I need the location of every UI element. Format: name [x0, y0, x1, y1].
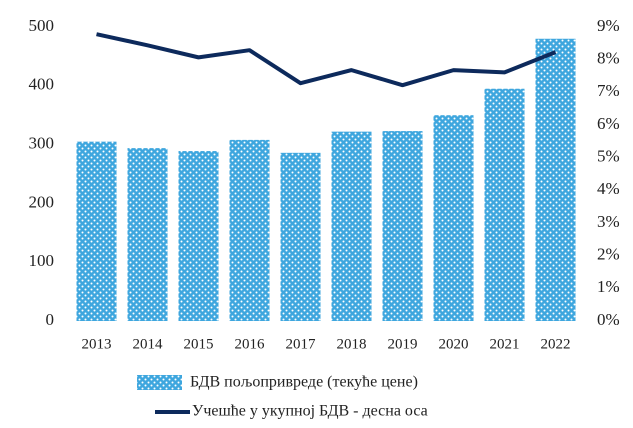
bar [433, 115, 474, 321]
x-tick-label: 2022 [541, 336, 571, 352]
y2-tick-label: 2% [597, 245, 620, 264]
x-tick-label: 2020 [439, 336, 469, 352]
y-tick-label: 400 [29, 75, 55, 94]
y2-tick-label: 8% [597, 49, 620, 68]
y-tick-label: 0 [46, 310, 55, 329]
bar [331, 131, 372, 321]
x-tick-label: 2017 [286, 336, 317, 352]
y2-tick-label: 7% [597, 81, 620, 100]
bar [484, 88, 525, 322]
y-tick-label: 300 [29, 134, 55, 153]
y-tick-label: 200 [29, 192, 55, 211]
y2-tick-label: 1% [597, 277, 620, 296]
bar [382, 131, 423, 321]
legend-swatch [137, 375, 182, 390]
legend-label: Учешће у укупној БДВ - десна оса [192, 403, 428, 420]
x-tick-label: 2019 [388, 336, 418, 352]
legend-label: БДВ пољопривреде (текуће цене) [190, 374, 418, 391]
x-tick-label: 2018 [337, 336, 367, 352]
x-tick-label: 2014 [133, 336, 164, 352]
y2-tick-label: 4% [597, 179, 620, 198]
y2-tick-label: 5% [597, 147, 620, 166]
bar [280, 152, 321, 321]
x-tick-label: 2013 [82, 336, 112, 352]
y2-tick-label: 9% [597, 16, 620, 35]
y2-tick-label: 3% [597, 212, 620, 231]
line [96, 32, 557, 88]
bar [127, 148, 168, 321]
x-tick-label: 2021 [490, 336, 520, 352]
y2-tick-label: 6% [597, 114, 620, 133]
y2-tick-label: 0% [597, 310, 620, 329]
x-tick-label: 2016 [235, 336, 266, 352]
x-tick-label: 2015 [184, 336, 214, 352]
bar [229, 139, 270, 321]
bar [76, 141, 117, 321]
bar [178, 151, 219, 321]
bar [535, 38, 576, 321]
y-tick-label: 100 [29, 251, 55, 270]
y-tick-label: 500 [29, 16, 55, 35]
